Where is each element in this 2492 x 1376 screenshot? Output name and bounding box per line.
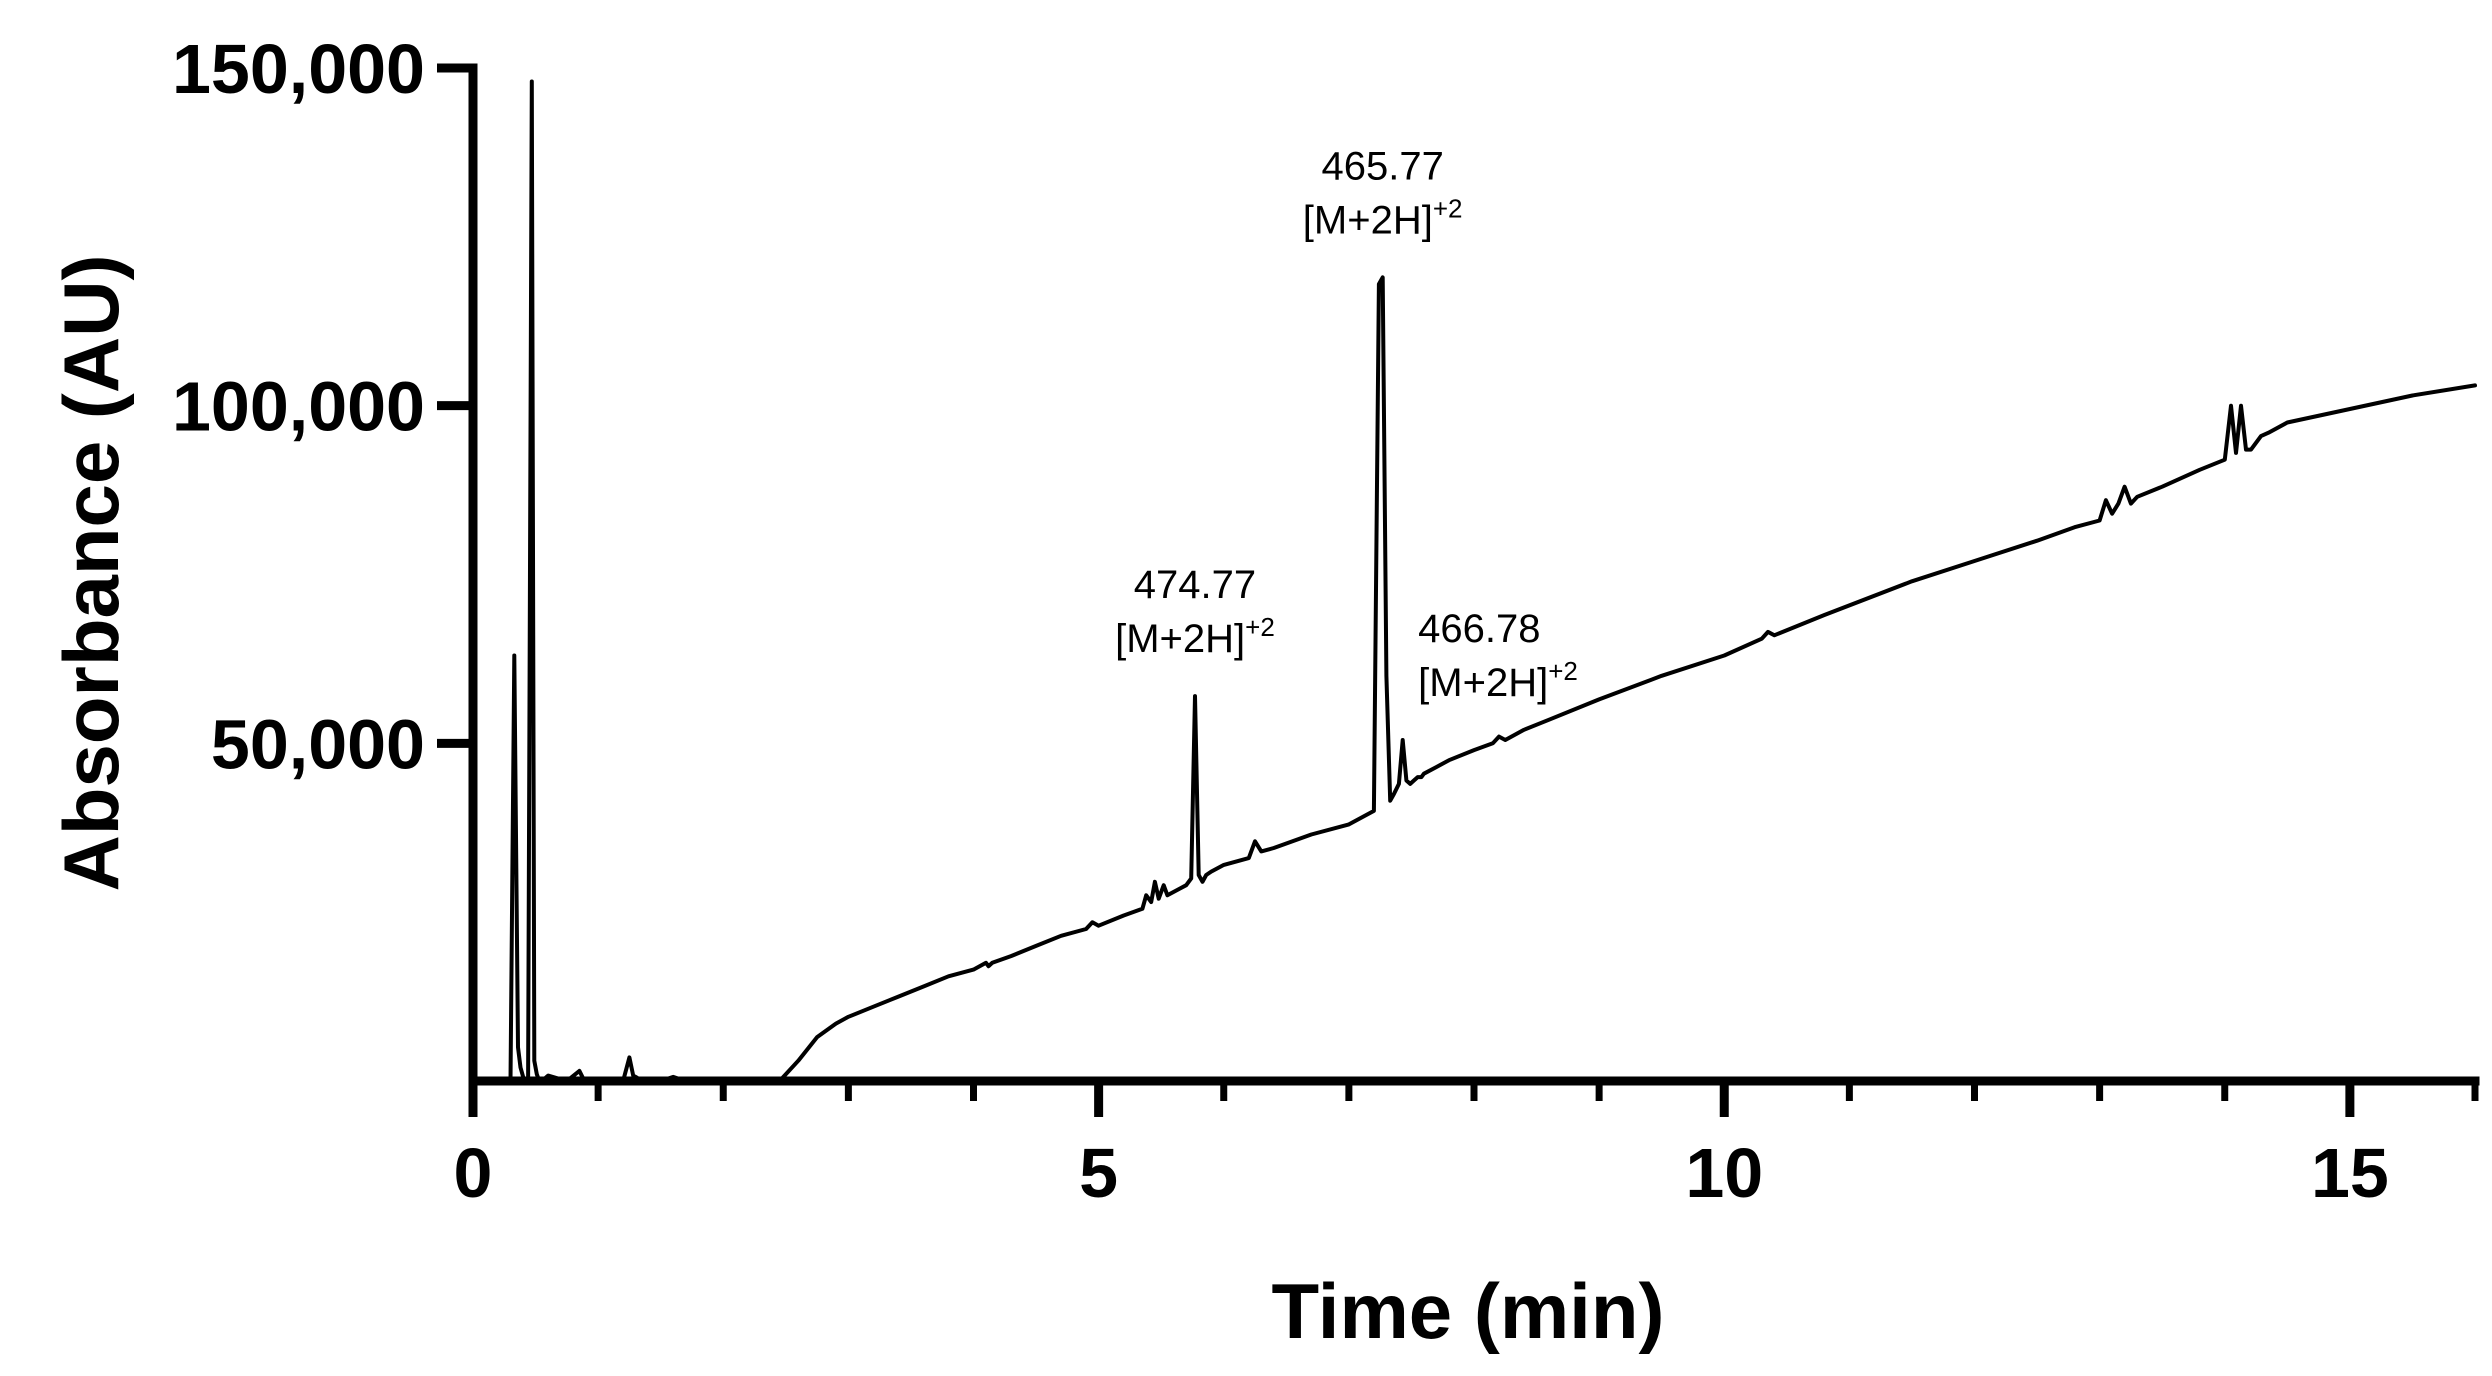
peak-mz-label: 466.78 [1418,607,1540,651]
peak-ion-label: [M+2H]+2 [1303,193,1463,242]
x-axis-title: Time (min) [1272,1267,1665,1355]
x-tick-label: 15 [2311,1134,2389,1212]
plot-area [471,79,2477,1083]
x-tick-label: 5 [1079,1134,1118,1212]
y-tick-label: 150,000 [172,30,425,108]
peak-ion-label: [M+2H]+2 [1115,612,1275,661]
x-tick-label: 0 [454,1134,493,1212]
axes: 0 5 10 15 50,000 100,000 150,000 [172,30,2480,1212]
peak-mz-label: 474.77 [1134,563,1256,607]
y-axis-title: Absorbance (AU) [47,254,135,891]
peak-ion-label: [M+2H]+2 [1418,656,1578,705]
y-tick-label: 50,000 [211,705,425,783]
chromatogram-trace [471,79,2477,1083]
y-tick-label: 100,000 [172,368,425,446]
peak-mz-label: 465.77 [1321,144,1443,188]
x-tick-label: 10 [1685,1134,1763,1212]
peak-annotations: 474.77 [M+2H]+2 465.77 [M+2H]+2 466.78 [M+2H]… [1115,144,1578,705]
